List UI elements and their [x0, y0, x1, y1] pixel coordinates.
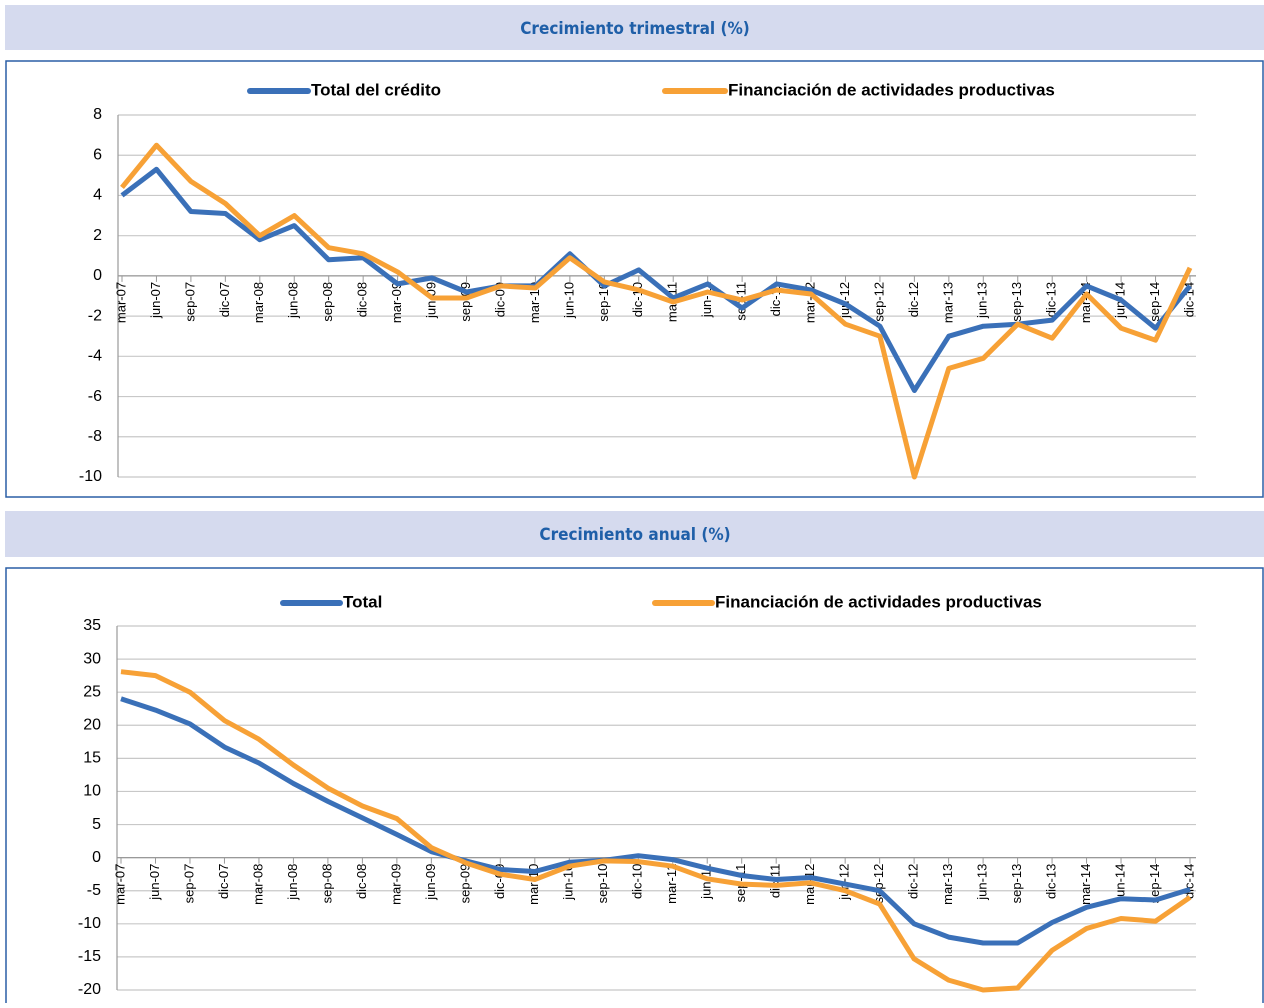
x-tick-label: jun-08	[285, 864, 300, 901]
x-tick-label: sep-10	[596, 282, 611, 322]
x-tick-label: jun-07	[147, 864, 162, 901]
x-tick-label: sep-12	[871, 282, 886, 322]
x-tick-label: mar-10	[526, 864, 541, 905]
y-tick-label: 4	[93, 187, 102, 204]
chart-frame	[5, 60, 1264, 498]
y-tick-label: -5	[87, 882, 101, 899]
x-tick-label: jun-07	[148, 282, 163, 319]
x-tick-label: dic-13	[1044, 282, 1059, 317]
y-tick-label: -8	[88, 428, 102, 445]
x-tick-label: jun-09	[423, 864, 438, 901]
x-tick-label: dic-12	[906, 282, 921, 317]
x-tick-label: jun-10	[561, 282, 576, 319]
legend-label: Total del crédito	[311, 80, 441, 99]
x-tick-label: jun-13	[975, 864, 990, 901]
series-line	[120, 166, 1192, 393]
legend-label: Financiación de actividades productivas	[715, 592, 1042, 611]
y-tick-label: -20	[78, 981, 101, 998]
series-line	[120, 669, 1192, 993]
x-tick-label: jun-13	[975, 282, 990, 319]
y-tick-label: 15	[83, 750, 101, 767]
y-tick-label: 25	[83, 683, 101, 700]
y-tick-label: 8	[93, 106, 102, 123]
y-tick-label: -10	[78, 915, 101, 932]
x-tick-label: dic-07	[217, 282, 232, 317]
chart-frame	[5, 567, 1264, 1008]
x-tick-label: sep-08	[320, 282, 335, 322]
x-tick-label: mar-14	[1078, 864, 1093, 905]
x-tick-label: mar-07	[113, 282, 128, 323]
x-tick-label: mar-13	[940, 864, 955, 905]
x-tick-label: sep-08	[319, 864, 334, 904]
x-tick-label: sep-13	[1009, 282, 1024, 322]
chart-title: Crecimiento trimestral (%)	[520, 19, 750, 39]
x-tick-label: jun-12	[837, 282, 852, 319]
y-tick-label: -15	[78, 948, 101, 965]
y-tick-label: -2	[88, 307, 102, 324]
x-tick-label: jun-14	[1112, 864, 1127, 901]
x-tick-label: sep-13	[1009, 864, 1024, 904]
x-tick-label: dic-09	[492, 282, 507, 317]
x-tick-label: mar-08	[250, 864, 265, 905]
y-tick-label: 10	[83, 783, 101, 800]
x-tick-label: dic-08	[355, 282, 370, 317]
legend-label: Total	[343, 592, 382, 611]
x-tick-label: dic-13	[1044, 864, 1059, 899]
y-tick-label: 0	[92, 849, 101, 866]
y-tick-label: 0	[93, 267, 102, 284]
x-tick-label: mar-09	[388, 864, 403, 905]
header-band	[5, 5, 1264, 50]
x-tick-label: sep-09	[457, 864, 472, 904]
x-tick-label: dic-12	[906, 864, 921, 899]
x-tick-label: sep-14	[1147, 864, 1162, 904]
x-tick-label: mar-09	[389, 282, 404, 323]
x-tick-label: sep-07	[181, 864, 196, 904]
x-tick-label: sep-10	[595, 864, 610, 904]
y-tick-label: -4	[88, 348, 102, 365]
y-tick-label: 2	[93, 227, 102, 244]
series-line	[120, 142, 1193, 480]
y-tick-label: -6	[88, 388, 102, 405]
x-tick-label: mar-08	[251, 282, 266, 323]
y-tick-label: 20	[83, 716, 101, 733]
x-tick-label: dic-07	[216, 864, 231, 899]
y-tick-label: 30	[83, 650, 101, 667]
x-tick-label: mar-13	[940, 282, 955, 323]
x-tick-label: dic-08	[354, 864, 369, 899]
x-tick-label: mar-07	[112, 864, 127, 905]
x-tick-label: jun-08	[286, 282, 301, 319]
header-band	[5, 511, 1264, 557]
y-tick-label: 6	[93, 146, 102, 163]
x-tick-label: jun-10	[561, 864, 576, 901]
chart-title: Crecimiento anual (%)	[539, 525, 730, 545]
legend-label: Financiación de actividades productivas	[728, 80, 1055, 99]
x-tick-label: dic-10	[630, 864, 645, 899]
y-tick-label: 35	[83, 617, 101, 634]
x-tick-label: sep-07	[182, 282, 197, 322]
y-tick-label: -10	[79, 468, 102, 485]
x-tick-label: jun-11	[699, 864, 714, 900]
y-tick-label: 5	[92, 816, 101, 833]
series-line	[120, 696, 1191, 946]
x-tick-label: mar-10	[527, 282, 542, 323]
x-tick-label: mar-11	[664, 864, 679, 904]
x-tick-label: jun-09	[424, 282, 439, 319]
x-tick-label: sep-14	[1147, 282, 1162, 322]
